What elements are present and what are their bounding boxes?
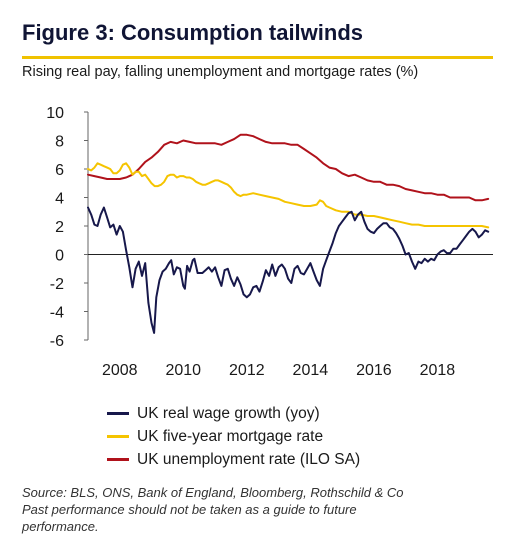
x-tick-label: 2010 [165,362,201,379]
legend-label-unemployment: UK unemployment rate (ILO SA) [137,450,361,468]
legend-swatch-mortgage [107,435,129,438]
source-line: Source: BLS, ONS, Bank of England, Bloom… [22,485,404,500]
y-tick-label: 2 [55,219,64,236]
legend-swatch-wage [107,412,129,415]
y-tick-label: 0 [55,248,64,265]
source-note: Source: BLS, ONS, Bank of England, Bloom… [22,484,492,535]
x-tick-label: 2012 [229,362,265,379]
legend-label-mortgage: UK five-year mortgage rate [137,427,324,445]
y-tick-label: -2 [50,276,64,293]
disclaimer-line: Past performance should not be taken as … [22,502,357,517]
x-tick-label: 2014 [293,362,329,379]
series-line-unemployment [87,133,490,202]
legend-swatch-unemployment [107,458,129,461]
legend-item-unemployment: UK unemployment rate (ILO SA) [107,448,360,471]
line-chart: -6 -4 -2 0 2 4 6 8 10 2008 2010 2012 2014 2016 2018 [46,105,493,379]
y-tick-label: 4 [55,191,64,208]
legend-item-wage: UK real wage growth (yoy) [107,402,360,425]
chart-legend: UK real wage growth (yoy) UK five-year m… [107,402,360,471]
title-rule [22,56,493,59]
series-line-mortgage [87,162,490,229]
x-tick-label: 2016 [356,362,392,379]
y-tick-label: -4 [50,305,64,322]
x-tick-label: 2008 [102,362,138,379]
y-tick-label: 6 [55,162,64,179]
y-tick-label: 8 [55,134,64,151]
series-line-wage [87,206,490,334]
legend-item-mortgage: UK five-year mortgage rate [107,425,360,448]
page-title: Figure 3: Consumption tailwinds [22,20,363,45]
chart-subtitle: Rising real pay, falling unemployment an… [22,64,419,80]
disclaimer-line-end: performance. [22,519,99,534]
y-tick-label: -6 [50,333,64,350]
legend-label-wage: UK real wage growth (yoy) [137,404,320,422]
y-tick-label: 10 [46,105,64,122]
x-tick-label: 2018 [420,362,456,379]
